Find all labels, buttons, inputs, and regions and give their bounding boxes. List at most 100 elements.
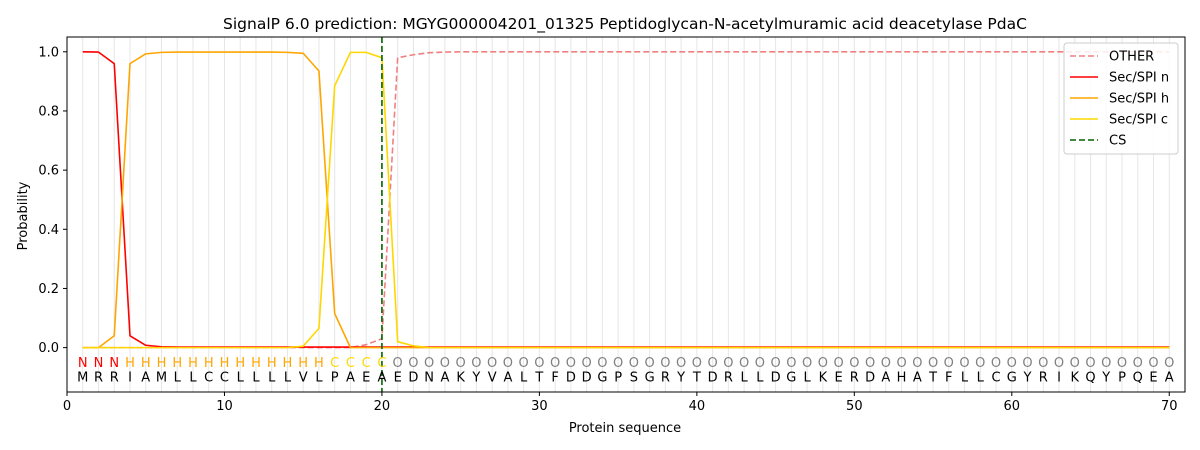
legend-label: Sec/SPI h bbox=[1109, 92, 1169, 107]
sequence-letter: A bbox=[913, 371, 922, 386]
region-letter: O bbox=[424, 356, 434, 371]
x-tick-label: 50 bbox=[846, 399, 863, 414]
x-tick-label: 70 bbox=[1161, 399, 1178, 414]
sequence-letter: R bbox=[110, 371, 119, 386]
region-letter: O bbox=[1054, 356, 1064, 371]
sequence-letter: E bbox=[834, 371, 842, 386]
region-letter: O bbox=[1148, 356, 1158, 371]
region-letter: C bbox=[346, 356, 355, 371]
region-letter: O bbox=[991, 356, 1001, 371]
sequence-letter: E bbox=[394, 371, 402, 386]
x-tick-label: 60 bbox=[1004, 399, 1021, 414]
region-letter: H bbox=[125, 356, 135, 371]
sequence-letter: F bbox=[551, 371, 558, 386]
region-letter: O bbox=[440, 356, 450, 371]
sequence-letter: Y bbox=[1023, 371, 1032, 386]
sequence-letter: D bbox=[582, 371, 592, 386]
region-letter: H bbox=[188, 356, 198, 371]
sequence-letter: I bbox=[128, 371, 132, 386]
sequence-letter: L bbox=[756, 371, 764, 386]
region-letter: O bbox=[912, 356, 922, 371]
region-letter: O bbox=[692, 356, 702, 371]
sequence-letter: L bbox=[268, 371, 276, 386]
region-letter: H bbox=[314, 356, 324, 371]
region-letter: O bbox=[487, 356, 497, 371]
sequence-letter: A bbox=[1165, 371, 1174, 386]
region-letter: N bbox=[78, 356, 88, 371]
legend-label: OTHER bbox=[1109, 50, 1154, 65]
region-letter: O bbox=[1085, 356, 1095, 371]
sequence-letter: T bbox=[692, 371, 701, 386]
series-line-sec-spi-h bbox=[82, 51, 1170, 349]
sequence-letter: S bbox=[630, 371, 638, 386]
region-letter: O bbox=[660, 356, 670, 371]
sequence-letter: L bbox=[315, 371, 323, 386]
region-letter: O bbox=[944, 356, 954, 371]
sequence-letter: D bbox=[865, 371, 875, 386]
sequence-letter: G bbox=[645, 371, 655, 386]
sequence-letter: A bbox=[503, 371, 512, 386]
region-letter: O bbox=[1038, 356, 1048, 371]
region-letter: O bbox=[1133, 356, 1143, 371]
sequence-letter: D bbox=[708, 371, 718, 386]
sequence-letter: L bbox=[520, 371, 528, 386]
region-letter: O bbox=[849, 356, 859, 371]
sequence-letter: M bbox=[156, 371, 167, 386]
sequence-letter: T bbox=[928, 371, 937, 386]
region-letter: H bbox=[283, 356, 293, 371]
region-letter: O bbox=[629, 356, 639, 371]
y-tick-label: 0.4 bbox=[38, 223, 59, 238]
y-tick-label: 0.6 bbox=[38, 164, 59, 179]
sequence-letter: L bbox=[189, 371, 197, 386]
sequence-letter: Q bbox=[1085, 371, 1095, 386]
region-letter: O bbox=[928, 356, 938, 371]
region-letter: H bbox=[157, 356, 167, 371]
sequence-letter: D bbox=[408, 371, 418, 386]
sequence-letter: P bbox=[1118, 371, 1126, 386]
sequence-letter: A bbox=[377, 371, 386, 386]
sequence-letter: N bbox=[424, 371, 434, 386]
sequence-letter: P bbox=[331, 371, 339, 386]
sequence-letter: C bbox=[992, 371, 1001, 386]
legend-label: CS bbox=[1109, 134, 1126, 149]
sequence-letter: A bbox=[141, 371, 150, 386]
sequence-letter: G bbox=[786, 371, 796, 386]
legend-box bbox=[1063, 42, 1179, 155]
region-letter: O bbox=[896, 356, 906, 371]
grid-lines bbox=[82, 37, 1170, 392]
region-letter: O bbox=[503, 356, 513, 371]
sequence-letter: I bbox=[1057, 371, 1061, 386]
region-letter: H bbox=[235, 356, 245, 371]
region-letter: H bbox=[141, 356, 151, 371]
x-tick-label: 20 bbox=[374, 399, 391, 414]
region-letter: H bbox=[204, 356, 214, 371]
sequence-letter: H bbox=[897, 371, 907, 386]
sequence-letter: K bbox=[819, 371, 828, 386]
sequence-letter: R bbox=[850, 371, 859, 386]
sequence-letter: L bbox=[284, 371, 292, 386]
sequence-letter: V bbox=[488, 371, 497, 386]
region-letter: O bbox=[770, 356, 780, 371]
sequence-letter: L bbox=[174, 371, 182, 386]
region-letter: O bbox=[1101, 356, 1111, 371]
x-axis-label: Protein sequence bbox=[569, 421, 681, 436]
region-letter: O bbox=[597, 356, 607, 371]
y-tick-label: 0.0 bbox=[38, 341, 59, 356]
sequence-letter: L bbox=[961, 371, 969, 386]
region-letter: O bbox=[582, 356, 592, 371]
sequence-letter: L bbox=[803, 371, 811, 386]
sequence-letter: E bbox=[362, 371, 370, 386]
region-letter: O bbox=[739, 356, 749, 371]
series-lines bbox=[82, 37, 1170, 392]
sequence-letter: K bbox=[456, 371, 465, 386]
region-letter: H bbox=[251, 356, 261, 371]
region-letter: O bbox=[408, 356, 418, 371]
region-letter: H bbox=[267, 356, 277, 371]
region-letter: C bbox=[362, 356, 371, 371]
series-line-sec-spi-n bbox=[82, 50, 1170, 348]
region-letter: N bbox=[109, 356, 119, 371]
sequence-letter: R bbox=[1039, 371, 1048, 386]
region-letter: O bbox=[786, 356, 796, 371]
sequence-letter: K bbox=[1071, 371, 1080, 386]
